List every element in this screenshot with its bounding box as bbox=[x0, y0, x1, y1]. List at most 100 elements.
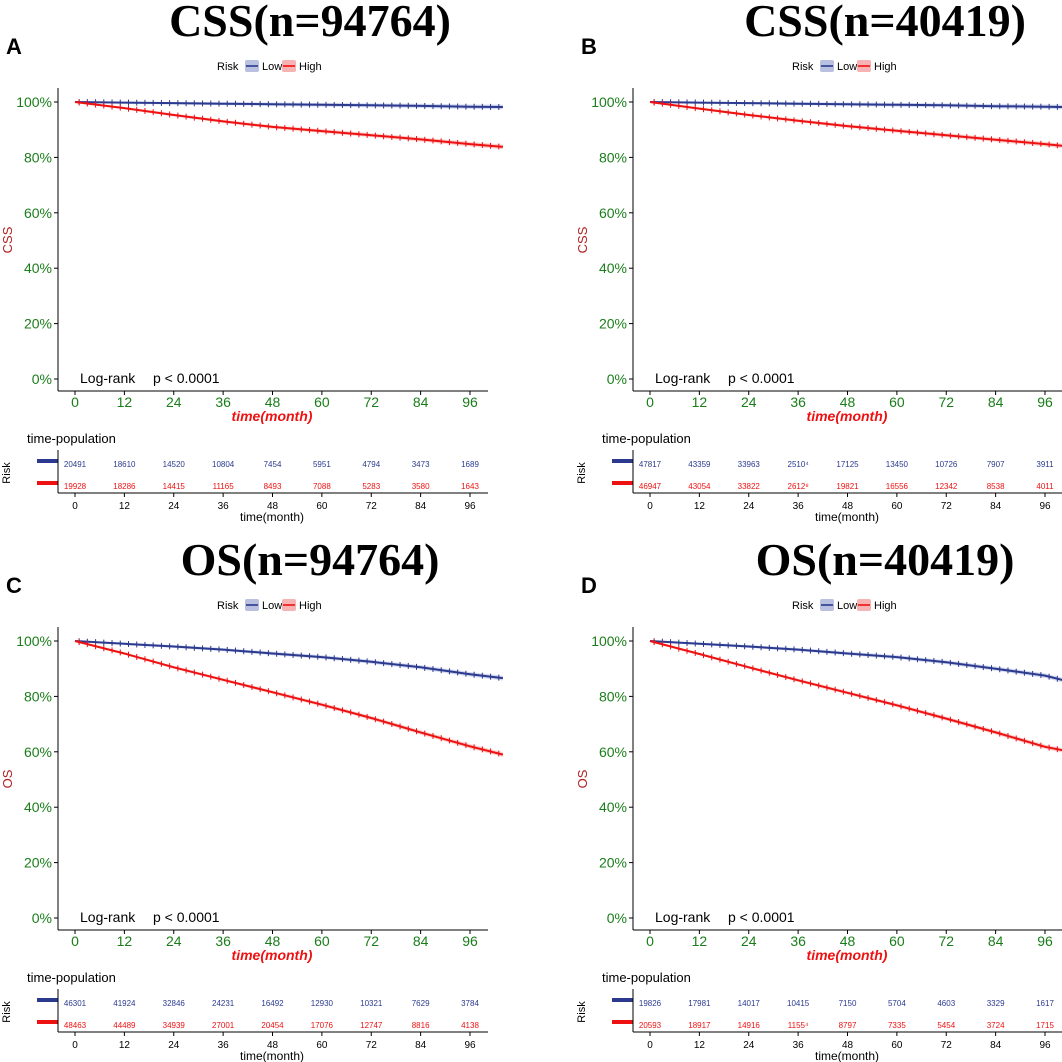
x-tick-label: 60 bbox=[889, 933, 905, 949]
risk-low-count: 41924 bbox=[113, 999, 136, 1008]
logrank-label: Log-rank bbox=[655, 370, 711, 386]
y-tick-label: 40% bbox=[599, 799, 627, 815]
risk-low-count: 3473 bbox=[412, 460, 430, 469]
series-high-ci-band bbox=[75, 102, 503, 150]
y-axis-label: CSS bbox=[575, 226, 590, 253]
risk-high-count: 1715 bbox=[1036, 1021, 1054, 1030]
x-tick-label: 24 bbox=[166, 394, 182, 410]
risk-high-count: 5454 bbox=[937, 1021, 955, 1030]
risk-tick-label: 72 bbox=[366, 501, 378, 512]
risk-tick-label: 12 bbox=[119, 501, 131, 512]
risk-low-count: 10321 bbox=[360, 999, 383, 1008]
series-high bbox=[74, 639, 504, 757]
x-tick-label: 0 bbox=[646, 933, 654, 949]
risk-low-count: 17981 bbox=[688, 999, 711, 1008]
risk-tick-label: 60 bbox=[316, 1040, 328, 1051]
risk-tick-label: 36 bbox=[793, 501, 805, 512]
risk-tick-label: 0 bbox=[72, 1040, 78, 1051]
y-tick-label: 80% bbox=[24, 149, 52, 165]
risk-tick-label: 48 bbox=[842, 1040, 854, 1051]
p-value-label: p < 0.0001 bbox=[153, 909, 220, 925]
risk-tick-label: 48 bbox=[267, 1040, 279, 1051]
censor-marks-high bbox=[78, 99, 500, 150]
x-tick-label: 36 bbox=[790, 933, 806, 949]
series-low-line bbox=[649, 101, 1062, 109]
risk-high-count: 48463 bbox=[64, 1021, 87, 1030]
risk-tick-label: 60 bbox=[891, 1040, 903, 1051]
risk-low-count: 19826 bbox=[639, 999, 662, 1008]
x-tick-label: 60 bbox=[314, 394, 330, 410]
risk-low-count: 3911 bbox=[1036, 460, 1054, 469]
panel-letter: D bbox=[581, 573, 597, 598]
series-low-ci-band bbox=[75, 641, 503, 681]
y-tick-label: 0% bbox=[32, 371, 52, 387]
y-tick-label: 0% bbox=[607, 910, 627, 926]
risk-low-count: 7907 bbox=[987, 460, 1005, 469]
series-low-line bbox=[74, 640, 504, 680]
risk-high-count: 11165 bbox=[213, 482, 235, 491]
risk-tick-label: 72 bbox=[366, 1040, 378, 1051]
risk-low-count: 17125 bbox=[836, 460, 859, 469]
risk-low-count: 47817 bbox=[639, 460, 662, 469]
risk-high-count: 43054 bbox=[688, 482, 711, 491]
risk-tick-label: 84 bbox=[990, 1040, 1002, 1051]
y-tick-label: 100% bbox=[591, 94, 627, 110]
legend: Risk Low High bbox=[217, 60, 322, 73]
risk-low-count: 3784 bbox=[461, 999, 479, 1008]
logrank-label: Log-rank bbox=[80, 370, 136, 386]
risk-low-count: 14017 bbox=[738, 999, 761, 1008]
risk-low-count: 7150 bbox=[839, 999, 857, 1008]
x-tick-label: 84 bbox=[413, 933, 429, 949]
series-high-line bbox=[649, 101, 1062, 147]
risk-high-count: 7088 bbox=[313, 482, 331, 491]
risk-low-count: 5704 bbox=[888, 999, 906, 1008]
x-tick-label: 84 bbox=[413, 394, 429, 410]
risk-tick-label: 12 bbox=[694, 1040, 706, 1051]
series-low-ci-band bbox=[650, 641, 1062, 683]
risk-tick-label: 24 bbox=[168, 501, 180, 512]
y-tick-label: 0% bbox=[607, 371, 627, 387]
y-tick-label: 40% bbox=[24, 799, 52, 815]
chart-title: OS(n=40419) bbox=[756, 534, 1015, 585]
risk-low-count: 1689 bbox=[461, 460, 479, 469]
x-tick-label: 24 bbox=[166, 933, 182, 949]
risk-table-ylabel: Risk bbox=[576, 1001, 588, 1023]
risk-table-xlabel: time(month) bbox=[240, 510, 304, 524]
risk-table: time-population Risk 19826 20593 0 17981 18917… bbox=[576, 970, 1062, 1062]
x-tick-label: 0 bbox=[71, 933, 79, 949]
censor-marks-high bbox=[78, 639, 500, 757]
y-axis-label: CSS bbox=[0, 226, 15, 253]
risk-table: time-population Risk 20491 19928 0 18610 18286… bbox=[1, 431, 488, 524]
p-value-label: p < 0.0001 bbox=[153, 370, 220, 386]
risk-high-count: 44489 bbox=[113, 1021, 136, 1030]
x-tick-label: 96 bbox=[462, 933, 478, 949]
x-axis-label: time(month) bbox=[232, 947, 313, 963]
x-tick-label: 72 bbox=[938, 933, 954, 949]
series-low bbox=[74, 638, 504, 681]
series-low bbox=[649, 99, 1062, 110]
risk-high-count: 19928 bbox=[64, 482, 87, 491]
logrank-label: Log-rank bbox=[655, 909, 711, 925]
legend: Risk Low High bbox=[792, 599, 897, 612]
risk-low-count: 24231 bbox=[212, 999, 235, 1008]
legend-high-label: High bbox=[299, 600, 322, 612]
risk-low-count: 14520 bbox=[163, 460, 186, 469]
x-tick-label: 60 bbox=[314, 933, 330, 949]
risk-table-title: time-population bbox=[27, 970, 116, 985]
risk-low-count: 13450 bbox=[886, 460, 909, 469]
risk-low-count: 32846 bbox=[163, 999, 186, 1008]
risk-table-xlabel: time(month) bbox=[240, 1049, 304, 1062]
y-tick-label: 60% bbox=[24, 205, 52, 221]
y-tick-label: 100% bbox=[16, 94, 52, 110]
risk-tick-label: 84 bbox=[415, 501, 427, 512]
series-low-line bbox=[649, 640, 1062, 681]
risk-low-count: 7629 bbox=[412, 999, 430, 1008]
risk-table-ylabel: Risk bbox=[1, 1001, 13, 1023]
risk-high-count: 17076 bbox=[311, 1021, 334, 1030]
risk-tick-label: 96 bbox=[464, 501, 476, 512]
risk-tick-label: 72 bbox=[941, 1040, 953, 1051]
risk-tick-label: 36 bbox=[218, 501, 230, 512]
x-tick-label: 48 bbox=[840, 933, 856, 949]
risk-tick-label: 72 bbox=[941, 501, 953, 512]
risk-tick-label: 0 bbox=[647, 501, 653, 512]
